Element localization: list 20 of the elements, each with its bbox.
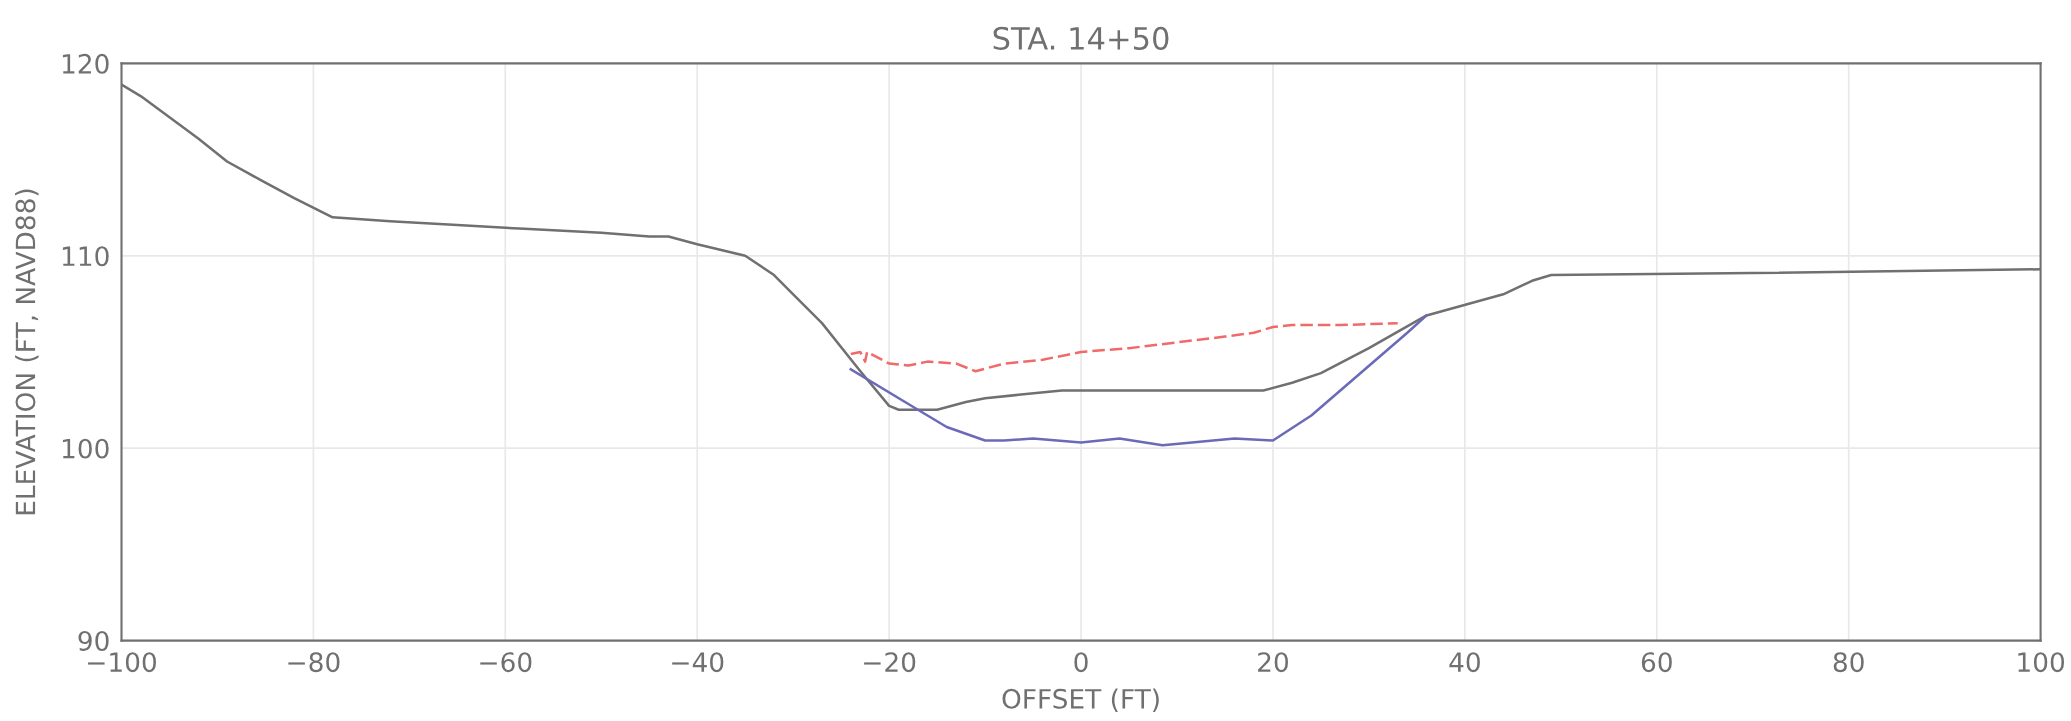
x-tick-label: 0 <box>1074 652 1088 673</box>
line-series <box>849 321 1399 373</box>
x-tick-label: 100 <box>2018 652 2065 673</box>
y-tick-label: 110 <box>62 246 109 267</box>
x-tick-label: −20 <box>864 652 916 673</box>
y-tick-label: 100 <box>62 438 109 459</box>
x-axis-title: OFFSET (FT) <box>1002 688 1159 712</box>
x-tick-label: 20 <box>1258 652 1288 673</box>
x-tick-label: 40 <box>1449 652 1480 673</box>
x-tick-label: −60 <box>480 652 532 673</box>
line-series <box>849 314 1428 447</box>
y-tick-label: 90 <box>78 631 109 651</box>
x-tick-label: −40 <box>672 652 724 673</box>
chart-title: STA. 14+50 <box>993 26 1169 50</box>
y-tick-label: 120 <box>62 53 109 74</box>
x-tick-label: 60 <box>1641 652 1672 673</box>
x-tick-label: −100 <box>88 652 156 673</box>
y-axis-title: ELEVATION (FT, NAVD88) <box>15 189 39 515</box>
x-tick-label: −80 <box>288 652 340 673</box>
x-tick-label: 80 <box>1833 652 1864 673</box>
